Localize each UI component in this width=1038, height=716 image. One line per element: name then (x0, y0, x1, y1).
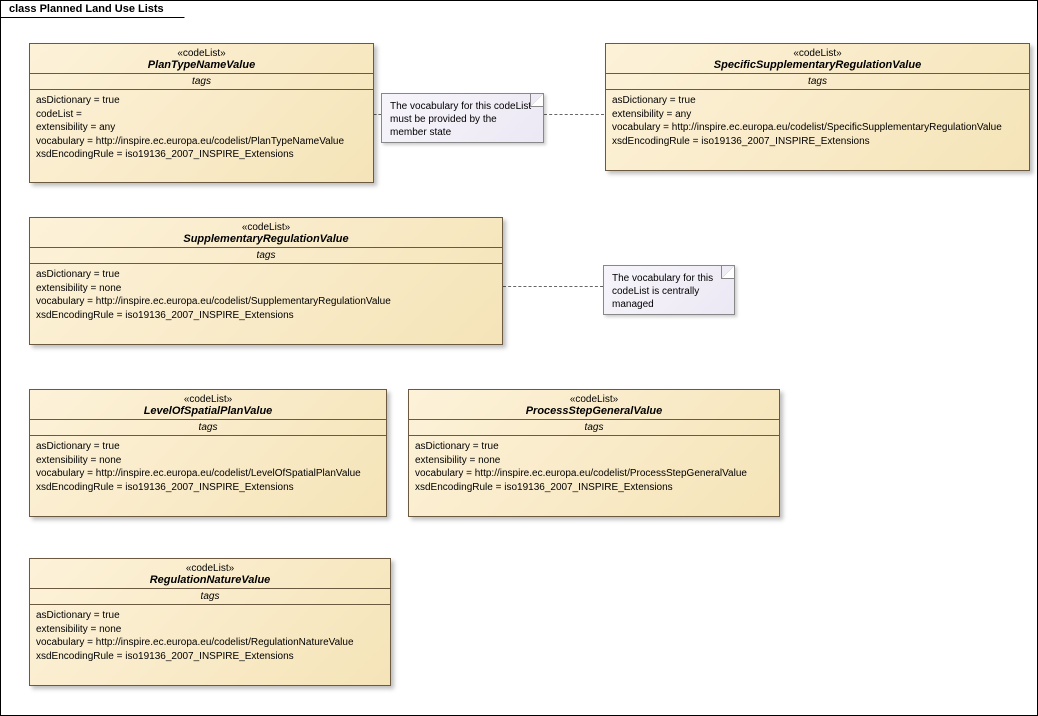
class-name: PlanTypeNameValue (36, 59, 367, 71)
stereotype: «codeList» (36, 394, 380, 405)
tags-label: tags (606, 74, 1029, 90)
tags-label: tags (30, 420, 386, 436)
note-member-state: The vocabulary for this codeList must be… (381, 93, 544, 143)
class-name: LevelOfSpatialPlanValue (36, 405, 380, 417)
attr: vocabulary = http://inspire.ec.europa.eu… (36, 467, 380, 481)
note-text: The vocabulary for this codeList is cent… (612, 273, 713, 310)
class-process-step: «codeList» ProcessStepGeneralValue tags … (408, 389, 780, 517)
class-body: asDictionary = true extensibility = none… (30, 264, 502, 326)
tags-label: tags (409, 420, 779, 436)
stereotype: «codeList» (36, 48, 367, 59)
stereotype: «codeList» (612, 48, 1023, 59)
attr: asDictionary = true (415, 440, 773, 454)
attr: extensibility = none (415, 454, 773, 468)
attr: asDictionary = true (612, 94, 1023, 108)
stereotype: «codeList» (36, 563, 384, 574)
class-level-spatial: «codeList» LevelOfSpatialPlanValue tags … (29, 389, 387, 517)
attr: codeList = (36, 108, 367, 122)
class-header: «codeList» PlanTypeNameValue (30, 44, 373, 74)
class-body: asDictionary = true extensibility = none… (30, 436, 386, 498)
diagram-title: class Planned Land Use Lists (1, 1, 185, 18)
attr: extensibility = any (612, 108, 1023, 122)
attr: xsdEncodingRule = iso19136_2007_INSPIRE_… (612, 135, 1023, 149)
attr: vocabulary = http://inspire.ec.europa.eu… (612, 121, 1023, 135)
tags-label: tags (30, 74, 373, 90)
class-name: SpecificSupplementaryRegulationValue (612, 59, 1023, 71)
class-body: asDictionary = true extensibility = any … (606, 90, 1029, 152)
class-header: «codeList» SpecificSupplementaryRegulati… (606, 44, 1029, 74)
attr: xsdEncodingRule = iso19136_2007_INSPIRE_… (36, 148, 367, 162)
tags-label: tags (30, 248, 502, 264)
attr: extensibility = none (36, 454, 380, 468)
class-header: «codeList» SupplementaryRegulationValue (30, 218, 502, 248)
attr: xsdEncodingRule = iso19136_2007_INSPIRE_… (36, 481, 380, 495)
class-body: asDictionary = true extensibility = none… (409, 436, 779, 498)
class-name: SupplementaryRegulationValue (36, 233, 496, 245)
class-body: asDictionary = true extensibility = none… (30, 605, 390, 667)
diagram-container: class Planned Land Use Lists «codeList» … (0, 0, 1038, 716)
class-body: asDictionary = true codeList = extensibi… (30, 90, 373, 166)
class-name: RegulationNatureValue (36, 574, 384, 586)
dash-line (374, 114, 381, 115)
class-name: ProcessStepGeneralValue (415, 405, 773, 417)
attr: vocabulary = http://inspire.ec.europa.eu… (36, 135, 367, 149)
stereotype: «codeList» (415, 394, 773, 405)
attr: asDictionary = true (36, 609, 384, 623)
attr: xsdEncodingRule = iso19136_2007_INSPIRE_… (415, 481, 773, 495)
attr: extensibility = any (36, 121, 367, 135)
class-spec-supp: «codeList» SpecificSupplementaryRegulati… (605, 43, 1030, 171)
class-header: «codeList» LevelOfSpatialPlanValue (30, 390, 386, 420)
attr: extensibility = none (36, 282, 496, 296)
stereotype: «codeList» (36, 222, 496, 233)
class-reg-nature: «codeList» RegulationNatureValue tags as… (29, 558, 391, 686)
dash-line (544, 114, 604, 115)
class-plan-type: «codeList» PlanTypeNameValue tags asDict… (29, 43, 374, 183)
dash-line (503, 286, 603, 287)
attr: extensibility = none (36, 623, 384, 637)
class-supp-reg: «codeList» SupplementaryRegulationValue … (29, 217, 503, 345)
attr: xsdEncodingRule = iso19136_2007_INSPIRE_… (36, 650, 384, 664)
attr: asDictionary = true (36, 94, 367, 108)
note-text: The vocabulary for this codeList must be… (390, 101, 531, 138)
class-header: «codeList» RegulationNatureValue (30, 559, 390, 589)
attr: xsdEncodingRule = iso19136_2007_INSPIRE_… (36, 309, 496, 323)
attr: vocabulary = http://inspire.ec.europa.eu… (36, 295, 496, 309)
attr: asDictionary = true (36, 268, 496, 282)
attr: asDictionary = true (36, 440, 380, 454)
attr: vocabulary = http://inspire.ec.europa.eu… (36, 636, 384, 650)
tags-label: tags (30, 589, 390, 605)
note-centrally-managed: The vocabulary for this codeList is cent… (603, 265, 735, 315)
class-header: «codeList» ProcessStepGeneralValue (409, 390, 779, 420)
attr: vocabulary = http://inspire.ec.europa.eu… (415, 467, 773, 481)
